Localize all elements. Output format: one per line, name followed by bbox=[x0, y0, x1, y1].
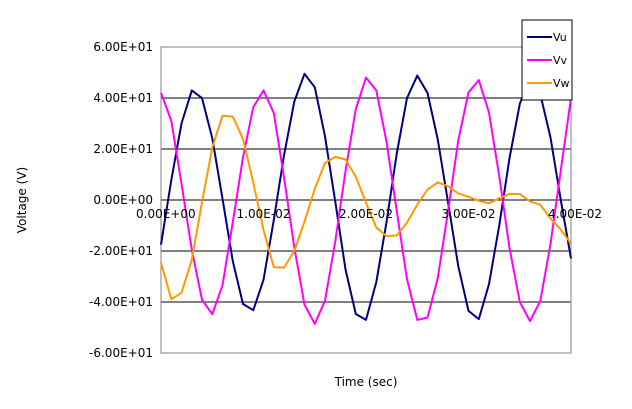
x-tick-label: 3.00E-02 bbox=[442, 207, 496, 221]
y-tick-label: -4.00E+01 bbox=[89, 295, 153, 309]
series-line-vv bbox=[160, 76, 572, 325]
y-axis-ticks: 6.00E+01 4.00E+01 2.00E+01 0.00E+00 -2.00E+0… bbox=[89, 40, 153, 360]
legend-label: Vv bbox=[553, 54, 568, 67]
series-line-vw bbox=[160, 114, 572, 301]
y-tick-label: 2.00E+01 bbox=[93, 142, 153, 156]
x-tick-label: 2.00E-02 bbox=[339, 207, 393, 221]
x-axis-ticks: 0.00E+00 1.00E-02 2.00E-02 3.00E-02 4.00E-02 bbox=[136, 207, 602, 221]
y-tick-label: 4.00E+01 bbox=[93, 91, 153, 105]
x-tick-label: 1.00E-02 bbox=[237, 207, 291, 221]
y-tick-label: -6.00E+01 bbox=[89, 346, 153, 360]
x-tick-label: 0.00E+00 bbox=[136, 207, 196, 221]
y-tick-label: 6.00E+01 bbox=[93, 40, 153, 54]
legend-label: Vw bbox=[553, 77, 570, 90]
y-tick-label: -2.00E+01 bbox=[89, 244, 153, 258]
legend-label: Vu bbox=[553, 31, 567, 44]
plot-area bbox=[160, 46, 572, 354]
x-axis-title: Time (sec) bbox=[334, 375, 398, 389]
y-tick-label: 0.00E+00 bbox=[93, 193, 153, 207]
y-axis-title: Voltage (V) bbox=[15, 167, 29, 233]
series-layer bbox=[160, 72, 572, 325]
x-tick-label: 4.00E-02 bbox=[548, 207, 602, 221]
legend: Vu Vv Vw bbox=[521, 19, 573, 101]
